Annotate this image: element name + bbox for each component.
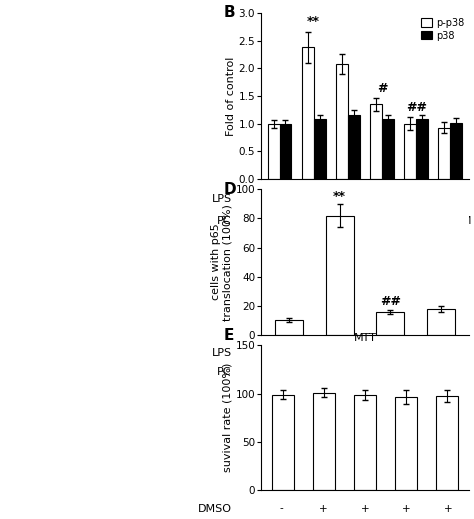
Text: DMSO: DMSO: [198, 503, 231, 513]
Bar: [336, 64, 348, 179]
Bar: [348, 115, 360, 179]
Legend: p-p38, p38: p-p38, p38: [420, 18, 465, 41]
Text: LPS: LPS: [211, 348, 231, 358]
Text: 100: 100: [407, 215, 427, 226]
Text: B: B: [223, 5, 235, 20]
Bar: [302, 47, 314, 179]
Text: 100 μM: 100 μM: [433, 215, 471, 226]
Text: +: +: [319, 503, 328, 513]
Text: -: -: [311, 215, 315, 226]
Text: +: +: [413, 194, 421, 204]
Bar: [326, 215, 354, 335]
Text: +: +: [343, 194, 352, 204]
Bar: [280, 124, 292, 179]
Text: -: -: [441, 348, 445, 358]
Text: -: -: [285, 348, 289, 358]
Text: +: +: [361, 503, 369, 513]
Title: MTT: MTT: [354, 333, 376, 343]
Text: +: +: [387, 348, 395, 358]
Bar: [436, 396, 458, 490]
Bar: [370, 104, 382, 179]
Text: 100 μM: 100 μM: [424, 367, 462, 377]
Text: PC: PC: [217, 215, 231, 226]
Bar: [354, 395, 376, 490]
Text: -: -: [285, 367, 289, 377]
Bar: [404, 124, 416, 179]
Text: 100: 100: [381, 367, 401, 377]
Text: E: E: [223, 327, 234, 343]
Bar: [382, 119, 394, 179]
Text: **: **: [333, 189, 346, 202]
Text: -: -: [280, 503, 283, 513]
Text: ##: ##: [406, 101, 427, 114]
Y-axis label: cells with p65
translocation (100%): cells with p65 translocation (100%): [211, 203, 233, 321]
Text: LPS: LPS: [211, 194, 231, 204]
Bar: [313, 392, 335, 490]
Bar: [275, 320, 303, 335]
Text: +: +: [402, 503, 411, 513]
Text: D: D: [223, 182, 236, 197]
Bar: [438, 128, 450, 179]
Text: 25: 25: [341, 215, 354, 226]
Bar: [272, 394, 294, 490]
Text: #: #: [377, 82, 387, 95]
Text: +: +: [309, 194, 317, 204]
Text: +: +: [444, 503, 453, 513]
Y-axis label: suvival rate (100%): suvival rate (100%): [223, 363, 233, 472]
Bar: [416, 119, 428, 179]
Y-axis label: Fold of control: Fold of control: [226, 57, 236, 135]
Bar: [450, 122, 463, 179]
Text: +: +: [335, 348, 343, 358]
Bar: [267, 124, 280, 179]
Bar: [314, 119, 326, 179]
Text: ##: ##: [380, 295, 401, 308]
Text: -: -: [276, 194, 280, 204]
Text: +: +: [378, 194, 387, 204]
Text: -: -: [450, 194, 454, 204]
Text: PC: PC: [217, 367, 231, 377]
Bar: [427, 309, 455, 335]
Bar: [376, 312, 404, 335]
Text: **: **: [307, 16, 320, 29]
Text: -: -: [276, 215, 280, 226]
Bar: [395, 397, 417, 490]
Text: 50: 50: [376, 215, 389, 226]
Text: -: -: [337, 367, 341, 377]
